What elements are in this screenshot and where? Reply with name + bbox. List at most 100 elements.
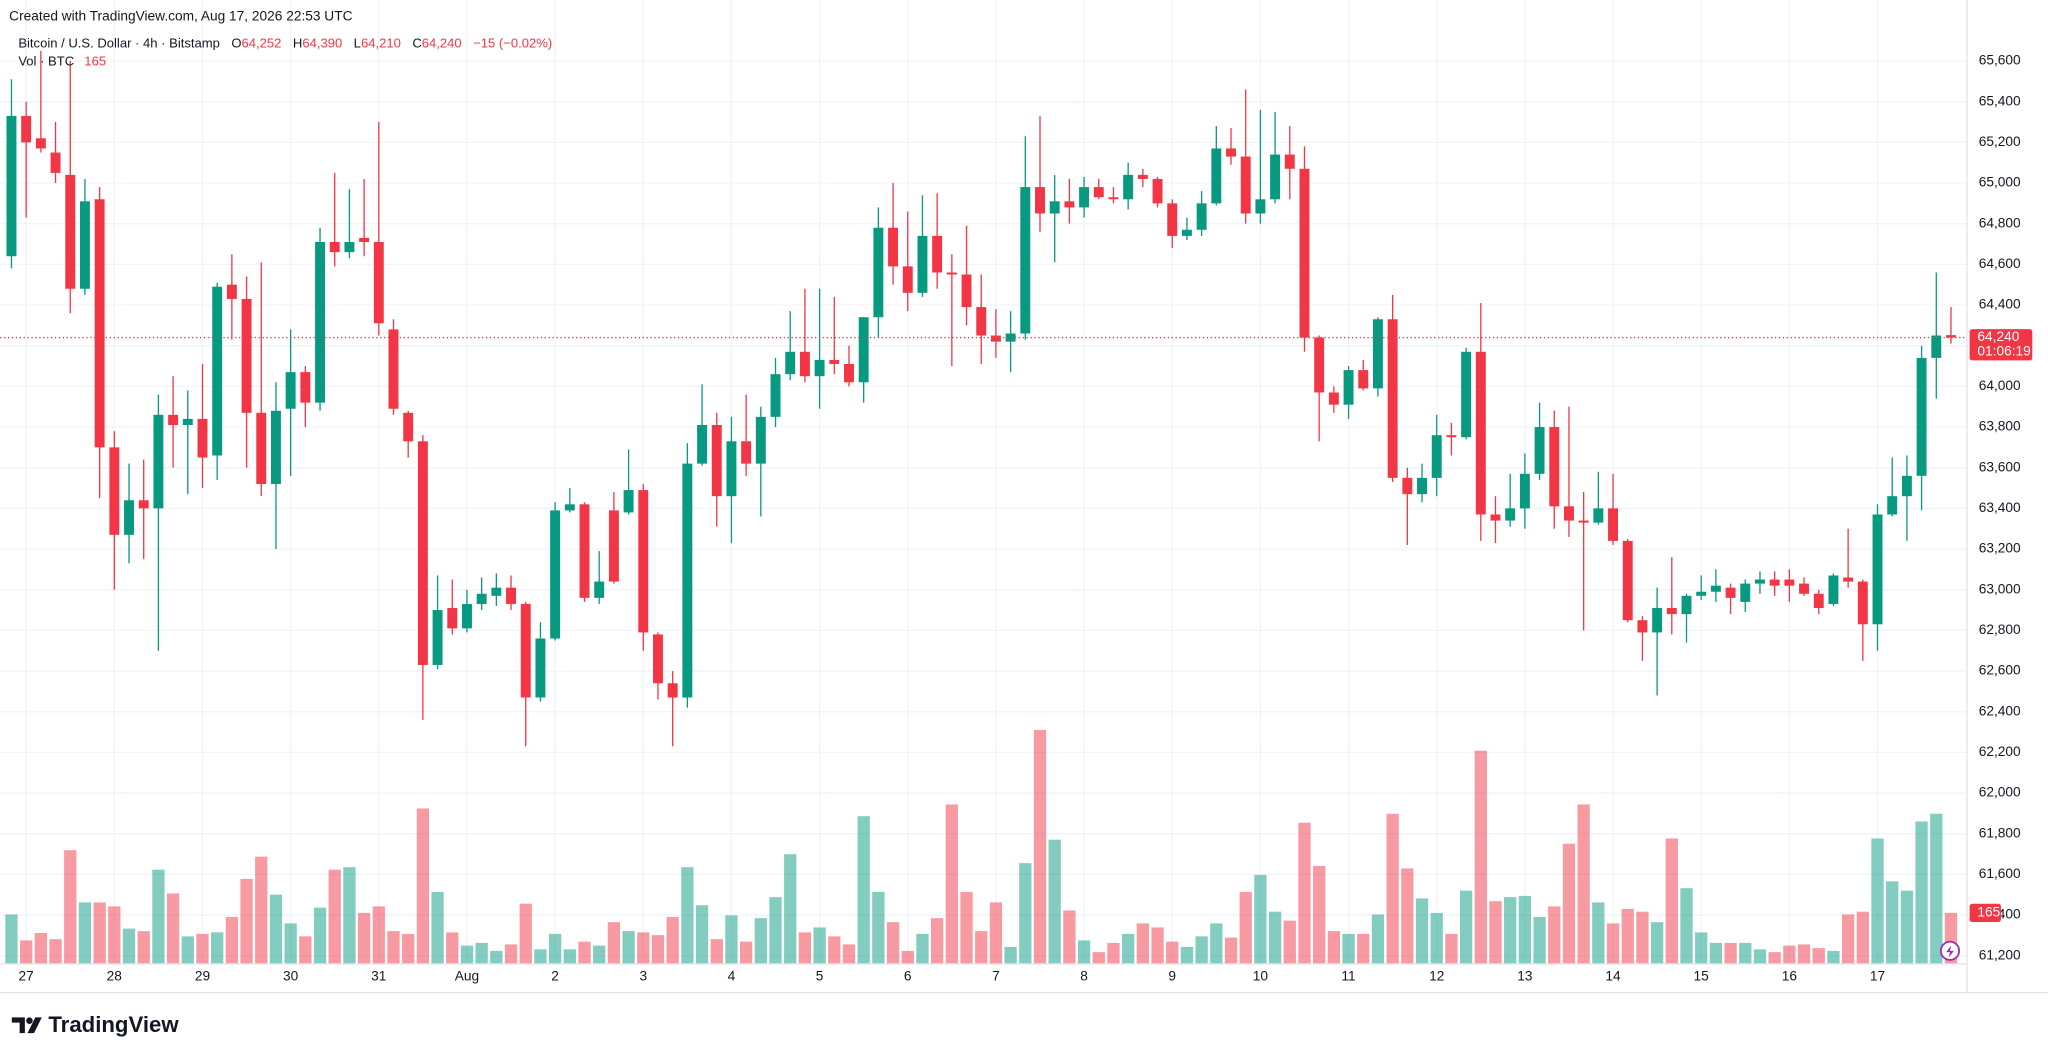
volume-bar <box>1504 897 1517 964</box>
candle-body <box>1167 203 1178 236</box>
candle-body <box>1637 620 1648 633</box>
legend-symbol: Bitcoin / U.S. Dollar · 4h · Bitstamp <box>18 36 220 51</box>
volume-bar <box>93 902 106 964</box>
volume-bar <box>5 914 18 964</box>
last-price-label: 64,240 <box>1977 329 2019 344</box>
header: Created with TradingView.com, Aug 17, 20… <box>9 9 352 24</box>
candle-body <box>447 608 458 629</box>
candle-body <box>1079 187 1090 208</box>
candle-body <box>1475 351 1486 515</box>
volume-bar <box>1812 948 1825 964</box>
candle-body <box>1710 585 1721 592</box>
legend: Bitcoin / U.S. Dollar · 4h · Bitstamp O6… <box>18 36 552 51</box>
candle-body <box>873 227 884 318</box>
volume-bar <box>593 945 606 964</box>
candle-body <box>461 603 472 629</box>
x-tick-label: 13 <box>1517 969 1533 984</box>
candle-body <box>1431 435 1442 478</box>
candle-body <box>902 266 913 293</box>
candle-body <box>623 490 634 513</box>
x-tick-label: 14 <box>1605 969 1621 984</box>
y-tick-label: 62,000 <box>1979 785 2021 800</box>
x-tick-label: 31 <box>371 969 386 984</box>
candle-body <box>667 683 678 698</box>
volume-bar <box>1004 946 1017 964</box>
legend-change: −15 (−0.02%) <box>473 36 552 51</box>
candle-body <box>1901 475 1912 497</box>
volume-bar <box>519 903 532 964</box>
y-tick-label: 65,000 <box>1979 175 2021 190</box>
volume-bar <box>563 949 576 964</box>
candle-body <box>564 504 575 511</box>
volume-bar <box>681 867 694 964</box>
volume-bar <box>901 950 914 964</box>
candle-body <box>1578 520 1589 523</box>
candle-body <box>1755 579 1765 584</box>
volume-bar <box>1283 920 1296 964</box>
candle-body <box>1563 506 1574 521</box>
y-tick-label: 61,200 <box>1979 947 2021 962</box>
x-tick-label: 4 <box>728 969 736 984</box>
volume-bar <box>1841 914 1855 964</box>
candle-body <box>1857 581 1868 625</box>
candle-body <box>1872 514 1883 625</box>
candle-body <box>638 490 649 633</box>
candle-body <box>1402 477 1413 495</box>
volume-bar <box>857 816 870 964</box>
volume-legend: Vol · BTC 165 <box>18 54 106 69</box>
volume-bar <box>1445 933 1458 964</box>
volume-bar <box>1930 813 1943 964</box>
volume-bar <box>1415 898 1429 964</box>
candle-body <box>182 418 193 426</box>
x-tick-label: 5 <box>816 969 824 984</box>
candle-body <box>1137 174 1148 179</box>
volume-bar <box>1577 804 1590 964</box>
x-tick-label: 2 <box>551 969 559 984</box>
volume-bar <box>402 933 415 964</box>
candle-body <box>1916 357 1927 476</box>
x-tick-label: 6 <box>904 969 912 984</box>
volume-bar <box>1401 868 1414 964</box>
candle-body <box>1314 337 1325 393</box>
candle-body <box>212 286 223 456</box>
candle-body <box>682 463 693 698</box>
volume-bar <box>269 894 283 964</box>
candle-body <box>1417 477 1427 495</box>
candle-body <box>109 447 120 535</box>
candle-body <box>1020 187 1031 334</box>
candle-body <box>270 410 281 484</box>
candle-body <box>359 237 370 242</box>
candle-body <box>138 500 149 509</box>
candle-body <box>432 610 443 665</box>
candle-body <box>550 510 561 639</box>
candle-body <box>726 441 737 497</box>
volume-bar <box>798 932 812 964</box>
volume-bar <box>255 856 268 964</box>
volume-bar <box>1386 813 1399 964</box>
volume-bar <box>225 916 239 964</box>
y-tick-label: 61,600 <box>1979 866 2021 881</box>
volume-bar <box>1092 952 1105 964</box>
candle-body <box>1608 508 1618 541</box>
candle-body <box>1519 473 1530 509</box>
volume-bar <box>1048 839 1061 964</box>
volume-bar <box>975 931 988 964</box>
candle-body <box>1505 508 1516 521</box>
y-tick-label: 64,800 <box>1979 215 2021 230</box>
y-tick-label: 64,400 <box>1979 297 2021 312</box>
y-tick-label: 64,000 <box>1979 378 2021 393</box>
volume-bar <box>651 935 665 964</box>
candle-body <box>124 500 134 535</box>
volume-bar <box>343 867 356 964</box>
volume-bar <box>1313 865 1326 964</box>
volume-bar <box>1797 944 1811 964</box>
volume-bar <box>1915 821 1928 964</box>
candle-body <box>1681 595 1692 615</box>
volume-bar <box>1533 916 1546 964</box>
legend-key: C <box>412 36 421 51</box>
candle-body <box>285 372 296 409</box>
volume-bar <box>1548 906 1561 964</box>
volume-bar <box>137 931 150 964</box>
volume-bar <box>1430 912 1443 964</box>
candle-body <box>1123 174 1134 200</box>
